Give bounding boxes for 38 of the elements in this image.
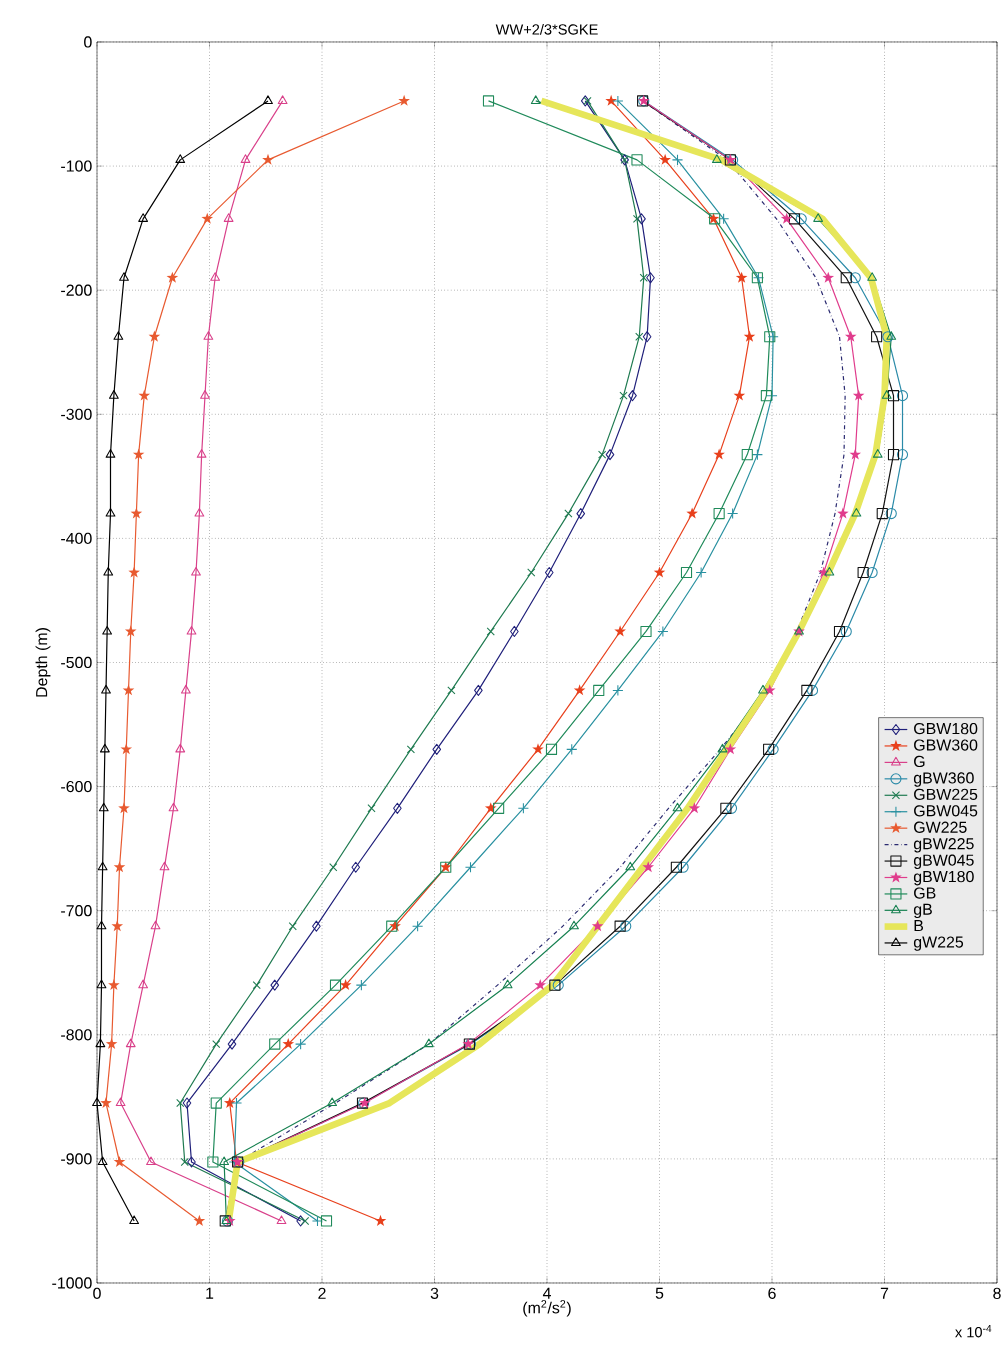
legend-label: GBW360	[914, 739, 978, 751]
y-tick-label: 0	[84, 36, 92, 48]
y-tick-label: -500	[61, 656, 92, 669]
y-tick-label: -100	[61, 160, 92, 172]
x-tick-label: 5	[655, 1287, 664, 1299]
legend-label: gBW225	[913, 838, 974, 853]
legend-label: GBW045	[914, 805, 978, 817]
y-tick-label: -1000	[52, 1277, 92, 1289]
legend-label: gW225	[913, 936, 964, 951]
y-tick-label: -800	[61, 1029, 92, 1041]
x-axis-title: (m$^{2}$/s$^{2}$)	[523, 1300, 571, 1317]
y-tick-label: -200	[61, 284, 92, 296]
x-tick-label: 8	[993, 1287, 1001, 1299]
y-tick-label: -900	[61, 1153, 92, 1165]
legend-label: GB	[914, 887, 936, 899]
text: x 10$^{-4}$	[955, 1324, 992, 1338]
x-tick-label: 3	[430, 1287, 439, 1299]
x-tick-label: 6	[768, 1287, 776, 1299]
y-tick-label: -700	[61, 905, 92, 917]
y-tick-label: -400	[61, 532, 92, 545]
legend-label: GW225	[914, 821, 967, 833]
x-tick-label: 4	[542, 1287, 551, 1299]
legend-label: B	[914, 920, 924, 932]
x-tick-label: 2	[318, 1287, 326, 1299]
x-tick-label: 1	[206, 1287, 214, 1299]
y-axis-title: Depth (m)	[35, 628, 51, 697]
legend-label: GBW225	[914, 788, 978, 800]
legend-label: gBW180	[913, 870, 974, 886]
chart-title: WW+2/3*SGKE	[495, 23, 598, 35]
legend-label: G	[914, 755, 925, 768]
y-tick-label: -300	[61, 408, 92, 420]
legend-label: GBW180	[914, 722, 978, 735]
y-tick-label: -600	[61, 780, 92, 793]
legend-label: gB	[913, 903, 932, 919]
x-tick-label: 7	[880, 1287, 889, 1299]
legend-label: gBW045	[913, 854, 974, 869]
x-tick-label: 0	[93, 1287, 101, 1299]
legend-label: gBW360	[913, 772, 974, 787]
